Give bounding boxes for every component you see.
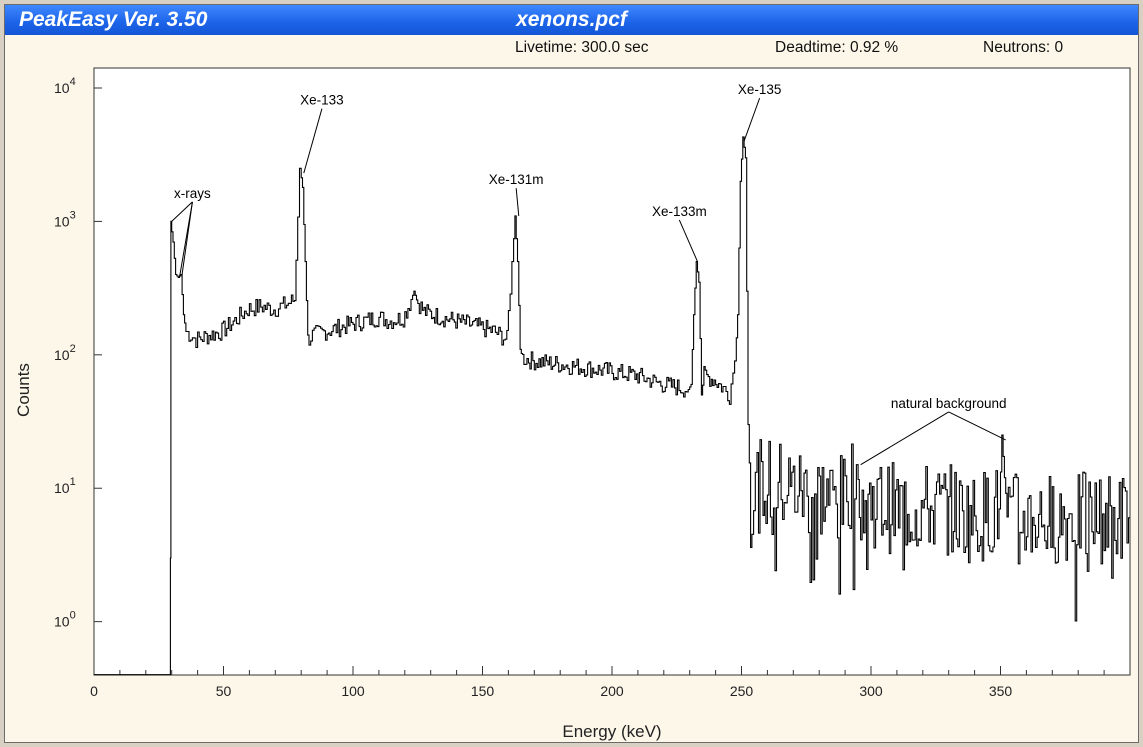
y-tick-label: 102	[54, 343, 76, 363]
y-tick-label: 101	[54, 476, 76, 496]
x-tick-label: 250	[730, 683, 754, 699]
app-title: PeakEasy Ver. 3.50	[19, 8, 208, 31]
annotation-leader	[303, 108, 323, 174]
y-tick-label: 103	[54, 209, 76, 229]
annotation-leader	[515, 188, 520, 216]
spectrum-trace	[94, 136, 1130, 676]
spectrum-chart: 0 50 100 150 200 250 300 350 100 101 102 103 104 x-…	[14, 67, 1131, 741]
deadtime-readout: Deadtime: 0.92 %	[775, 39, 899, 56]
x-tick-label: 200	[600, 683, 624, 699]
x-tick-label: 100	[341, 683, 365, 699]
peak-annotation: Xe-131m	[489, 172, 544, 187]
neutrons-readout: Neutrons: 0	[983, 39, 1064, 56]
x-tick-label: 300	[859, 683, 883, 699]
y-axis-title: Counts	[14, 363, 33, 417]
status-bar: Livetime: 300.0 sec Deadtime: 0.92 % Neu…	[5, 39, 1138, 61]
peak-annotation: natural background	[891, 396, 1007, 411]
y-tick-label: 100	[54, 610, 76, 630]
annotation-leader	[860, 411, 949, 466]
y-tick-label: 104	[54, 76, 76, 96]
peakeasy-window: PeakEasy Ver. 3.50 xenons.pcf Livetime: …	[4, 4, 1139, 743]
file-title: xenons.pcf	[516, 8, 627, 31]
annotation-leader	[678, 219, 698, 262]
x-tick-label: 50	[216, 683, 232, 699]
livetime-readout: Livetime: 300.0 sec	[515, 39, 649, 56]
peak-annotation: Xe-133	[300, 93, 344, 108]
annotation-leader	[743, 97, 761, 142]
annotation-leader	[948, 411, 1006, 441]
x-axis-title: Energy (keV)	[562, 722, 661, 741]
annotation-leader	[181, 201, 193, 275]
x-tick-label: 150	[471, 683, 495, 699]
title-bar[interactable]: PeakEasy Ver. 3.50 xenons.pcf	[5, 5, 1138, 35]
annotation-leader	[171, 201, 193, 222]
peak-annotation: Xe-135	[738, 82, 782, 97]
x-tick-label: 0	[90, 683, 98, 699]
x-tick-label: 350	[989, 683, 1013, 699]
peak-annotation: Xe-133m	[652, 204, 707, 219]
peak-annotation: x-rays	[174, 186, 211, 201]
